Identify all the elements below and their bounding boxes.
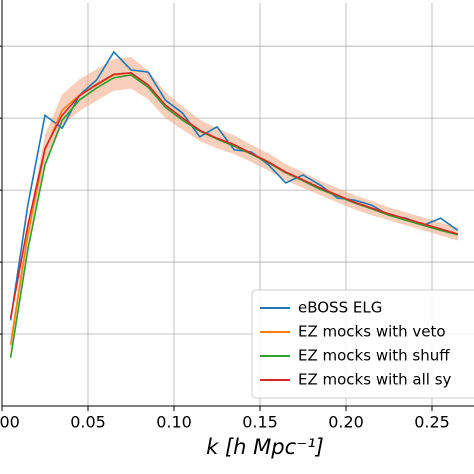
x-tick-label: 0.00 <box>0 413 20 432</box>
data-line <box>9 74 458 358</box>
legend-label: EZ mocks with shuff <box>298 347 450 365</box>
data-line <box>9 71 459 319</box>
legend-label: EZ mocks with veto <box>298 323 446 341</box>
legend-label: eBOSS ELG <box>298 299 382 317</box>
legend-box <box>251 289 474 399</box>
x-tick-label: 0.15 <box>242 413 278 432</box>
x-tick-label: 0.05 <box>70 413 106 432</box>
x-axis-label: k [h Mpc⁻¹] <box>206 435 324 459</box>
x-tick-label: 0.20 <box>328 413 364 432</box>
x-tick-label: 0.25 <box>414 413 450 432</box>
x-tick-label: 0.10 <box>156 413 192 432</box>
legend-label: EZ mocks with all sy <box>298 371 452 389</box>
